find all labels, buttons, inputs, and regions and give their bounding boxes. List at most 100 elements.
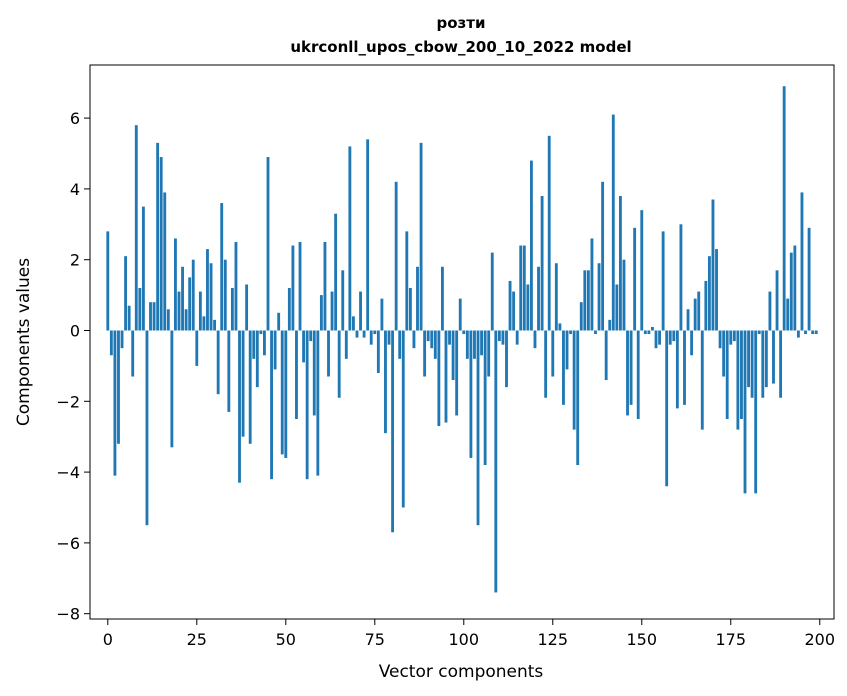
- bar-20: [177, 291, 181, 331]
- bar-118: [526, 284, 530, 331]
- bar-179: [743, 330, 747, 494]
- bar-71: [359, 291, 362, 331]
- bar-87: [416, 266, 419, 331]
- bar-93: [437, 330, 441, 427]
- bar-109: [494, 330, 498, 593]
- bar-160: [675, 330, 679, 409]
- bar-48: [277, 312, 281, 331]
- bar-158: [668, 330, 672, 345]
- bar-135: [586, 270, 590, 331]
- bar-79: [387, 330, 391, 345]
- bar-164: [690, 330, 694, 356]
- bar-144: [618, 195, 622, 331]
- bar-127: [558, 323, 562, 331]
- bar-137: [594, 330, 597, 335]
- bar-194: [796, 330, 800, 338]
- x-tick-label: 150: [626, 630, 657, 649]
- bar-147: [629, 330, 633, 405]
- bar-92: [433, 330, 437, 359]
- bar-64: [334, 213, 338, 331]
- bar-188: [775, 270, 779, 331]
- bar-54: [298, 241, 302, 331]
- bar-28: [206, 249, 209, 331]
- bar-85: [408, 288, 412, 331]
- x-tick-label: 175: [715, 630, 746, 649]
- bar-117: [522, 245, 526, 331]
- bar-175: [729, 330, 733, 345]
- bar-75: [373, 330, 377, 335]
- bar-170: [711, 199, 715, 331]
- bar-73: [366, 139, 370, 331]
- bar-96: [448, 330, 451, 345]
- bar-59: [316, 330, 320, 476]
- bar-171: [715, 249, 718, 331]
- bar-43: [259, 330, 263, 335]
- x-tick-label: 125: [538, 630, 569, 649]
- bar-128: [562, 330, 565, 405]
- bar-15: [159, 157, 163, 331]
- bar-136: [590, 238, 594, 331]
- bar-88: [419, 142, 423, 331]
- x-tick-label: 200: [804, 630, 835, 649]
- bar-99: [458, 298, 462, 331]
- y-axis-label: Components values: [14, 258, 34, 426]
- bar-58: [312, 330, 316, 416]
- plot-frame: [89, 64, 835, 620]
- bar-165: [693, 298, 697, 331]
- bar-111: [501, 330, 505, 345]
- bar-148: [633, 227, 637, 331]
- chart-subtitle: ukrconll_upos_cbow_200_10_2022 model: [290, 38, 631, 56]
- bar-116: [519, 245, 523, 331]
- bar-52: [291, 245, 295, 331]
- bar-100: [462, 330, 466, 335]
- bar-47: [273, 330, 277, 370]
- bar-0: [106, 231, 110, 331]
- bar-119: [529, 160, 533, 331]
- bar-110: [497, 330, 501, 342]
- bar-76: [376, 330, 380, 373]
- bar-4: [120, 330, 124, 349]
- bar-138: [597, 263, 601, 331]
- bar-106: [483, 330, 487, 466]
- bar-39: [245, 284, 249, 331]
- bar-49: [280, 330, 284, 455]
- bar-55: [302, 330, 306, 363]
- bar-197: [807, 227, 811, 331]
- bar-131: [572, 330, 576, 430]
- bar-198: [811, 330, 815, 335]
- bar-50: [284, 330, 288, 458]
- bar-30: [213, 319, 217, 331]
- bar-182: [754, 330, 758, 494]
- bar-121: [537, 266, 540, 331]
- bar-178: [740, 330, 743, 419]
- y-tick-label: 6: [70, 109, 80, 128]
- bar-107: [487, 330, 491, 377]
- bar-125: [551, 330, 555, 377]
- y-tick-label: 4: [70, 180, 80, 199]
- bar-1: [109, 330, 113, 356]
- bar-104: [476, 330, 480, 526]
- bar-157: [665, 330, 669, 487]
- bar-162: [683, 330, 686, 405]
- bar-80: [391, 330, 395, 533]
- bar-25: [195, 330, 199, 366]
- bar-167: [700, 330, 704, 430]
- bar-69: [352, 316, 355, 331]
- bar-154: [654, 330, 658, 349]
- bar-199: [814, 330, 818, 335]
- bar-24: [191, 259, 195, 331]
- bar-82: [398, 330, 402, 359]
- x-axis-label: Vector components: [379, 662, 544, 682]
- bar-38: [241, 330, 245, 437]
- bar-168: [704, 280, 708, 331]
- bar-184: [761, 330, 765, 398]
- bar-19: [174, 238, 177, 331]
- bar-27: [202, 316, 206, 331]
- bar-123: [544, 330, 548, 398]
- bar-195: [800, 192, 804, 331]
- bar-141: [608, 319, 612, 331]
- bar-169: [707, 256, 711, 331]
- bar-196: [804, 330, 807, 335]
- bar-32: [220, 203, 224, 331]
- bar-124: [547, 135, 551, 331]
